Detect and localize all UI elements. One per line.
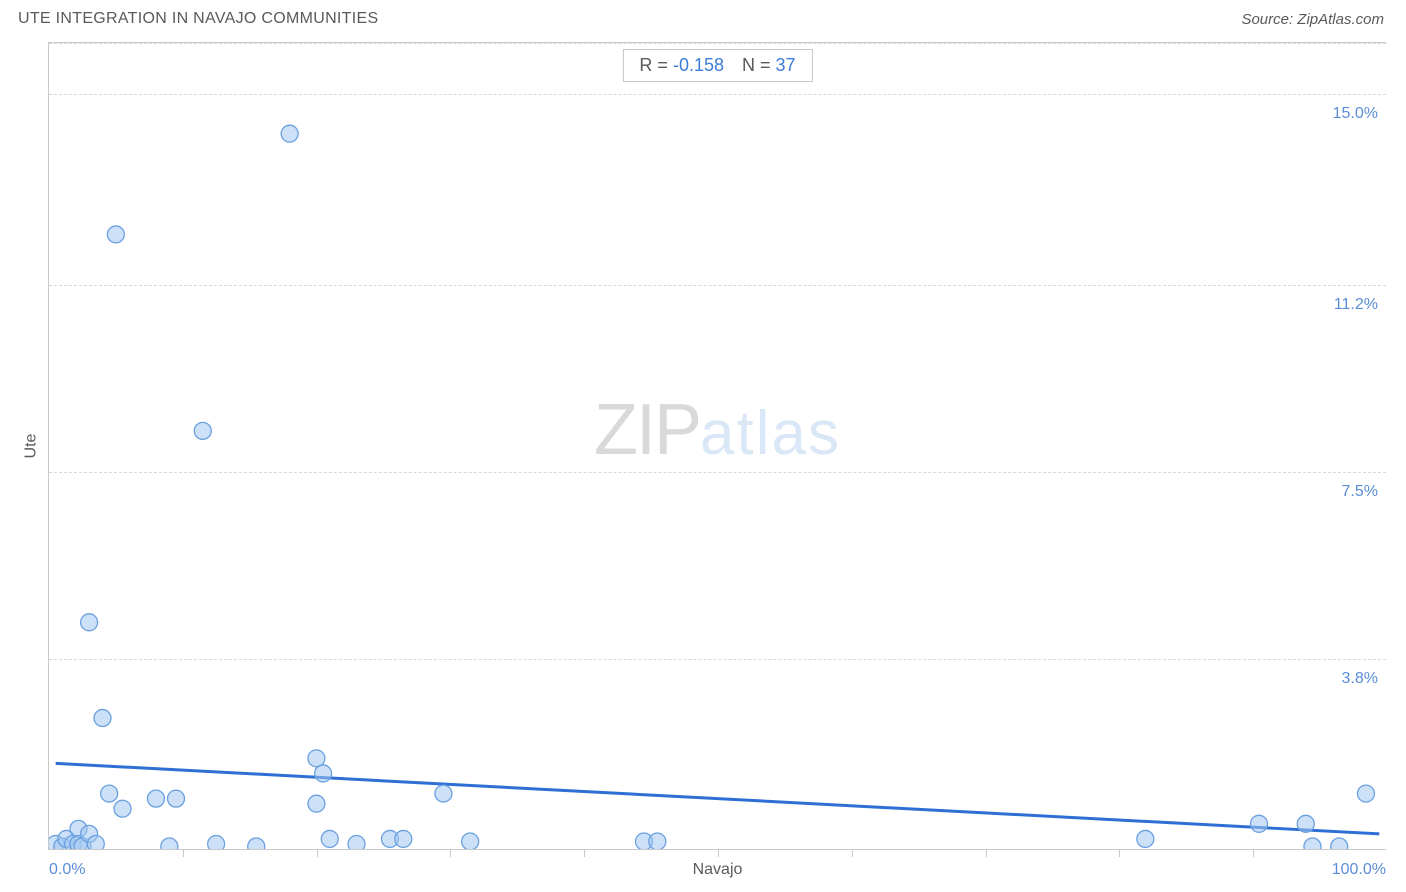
watermark-atlas: atlas	[700, 399, 841, 468]
scatter-point	[168, 790, 185, 807]
scatter-point	[395, 830, 412, 847]
header: UTE INTEGRATION IN NAVAJO COMMUNITIES So…	[0, 0, 1406, 36]
scatter-point	[1304, 838, 1321, 849]
scatter-point	[321, 830, 338, 847]
plot-area: ZIPatlas R = -0.158 N = 37 3.8% 7.5% 11.2%…	[49, 43, 1386, 849]
watermark: ZIPatlas	[594, 389, 841, 471]
x-tick	[986, 849, 987, 857]
scatter-point	[649, 833, 666, 849]
chart-title: UTE INTEGRATION IN NAVAJO COMMUNITIES	[18, 10, 378, 28]
scatter-point	[635, 833, 652, 849]
scatter-point	[1137, 830, 1154, 847]
scatter-point	[147, 790, 164, 807]
scatter-point	[248, 838, 265, 849]
y-tick-label: 7.5%	[1342, 483, 1378, 501]
y-tick-label: 11.2%	[1334, 296, 1378, 314]
scatter-point	[1331, 838, 1348, 849]
stat-r-value: -0.158	[673, 55, 724, 75]
scatter-point	[81, 614, 98, 631]
scatter-point	[1357, 785, 1374, 802]
gridline	[49, 43, 1386, 44]
x-tick	[1253, 849, 1254, 857]
x-axis-max-label: 100.0%	[1332, 861, 1386, 879]
scatter-point	[208, 835, 225, 849]
scatter-point	[435, 785, 452, 802]
gridline	[49, 659, 1386, 660]
x-tick	[584, 849, 585, 857]
scatter-point	[94, 710, 111, 727]
scatter-point	[114, 800, 131, 817]
y-tick-label: 15.0%	[1333, 105, 1378, 123]
scatter-point	[54, 838, 71, 849]
gridline	[49, 94, 1386, 95]
stat-n-label: N =	[742, 55, 771, 75]
stat-r-label: R =	[639, 55, 668, 75]
scatter-point	[70, 835, 87, 849]
scatter-point	[348, 835, 365, 849]
stat-n-value: 37	[776, 55, 796, 75]
scatter-point	[58, 830, 75, 847]
stat-n: N = 37	[742, 55, 796, 76]
scatter-point	[107, 226, 124, 243]
scatter-point	[49, 835, 64, 849]
scatter-point	[74, 838, 91, 849]
x-tick	[450, 849, 451, 857]
source-attribution: Source: ZipAtlas.com	[1241, 11, 1384, 28]
gridline	[49, 472, 1386, 473]
y-tick-label: 3.8%	[1342, 670, 1378, 688]
scatter-svg	[49, 43, 1386, 849]
regression-line	[56, 763, 1380, 834]
stats-box: R = -0.158 N = 37	[622, 49, 812, 82]
chart-container: ZIPatlas R = -0.158 N = 37 3.8% 7.5% 11.2%…	[48, 42, 1386, 850]
x-axis-min-label: 0.0%	[49, 861, 85, 879]
x-tick	[852, 849, 853, 857]
x-axis-title: Navajo	[693, 861, 743, 879]
scatter-point	[281, 125, 298, 142]
scatter-point	[87, 835, 104, 849]
gridline	[49, 285, 1386, 286]
scatter-point	[65, 835, 82, 849]
scatter-point	[315, 765, 332, 782]
scatter-point	[81, 825, 98, 842]
x-tick	[1119, 849, 1120, 857]
scatter-point	[194, 422, 211, 439]
scatter-point	[1297, 815, 1314, 832]
x-tick	[183, 849, 184, 857]
stat-r: R = -0.158	[639, 55, 724, 76]
scatter-point	[381, 830, 398, 847]
scatter-point	[308, 795, 325, 812]
scatter-point	[308, 750, 325, 767]
x-tick	[718, 849, 719, 857]
scatter-point	[462, 833, 479, 849]
scatter-point	[70, 820, 87, 837]
watermark-zip: ZIP	[594, 390, 700, 470]
y-axis-title: Ute	[22, 434, 40, 459]
x-tick	[317, 849, 318, 857]
scatter-point	[1250, 815, 1267, 832]
scatter-point	[161, 838, 178, 849]
scatter-point	[101, 785, 118, 802]
